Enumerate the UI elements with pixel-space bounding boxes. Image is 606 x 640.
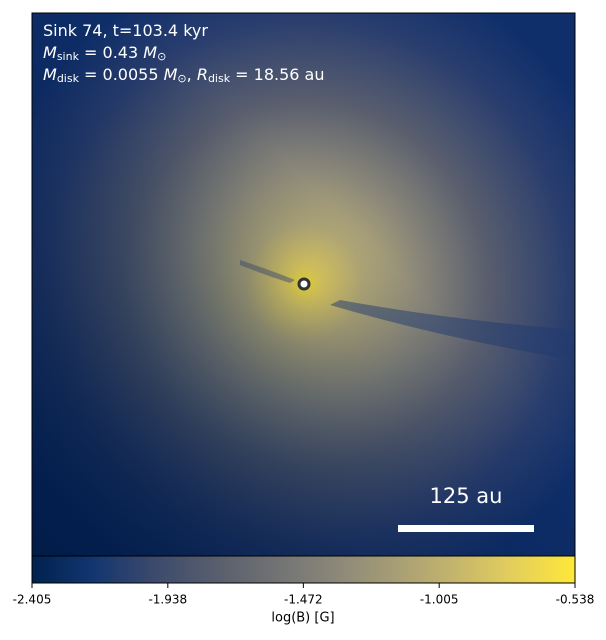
annotation-part: M — [164, 65, 178, 84]
annotation-part: M — [43, 65, 57, 84]
annotation-part: disk — [57, 72, 80, 85]
colorbar-tick-label: -1.005 — [420, 593, 459, 607]
colorbar-tick-label: -2.405 — [13, 593, 52, 607]
scale-bar-label: 125 au — [430, 484, 503, 508]
annotation-part: M — [143, 43, 157, 62]
colorbar — [31, 555, 576, 584]
map — [32, 13, 575, 556]
annotation-part: M — [43, 43, 57, 62]
sink-marker — [297, 277, 311, 291]
annotation-line: Msink = 0.43 M⊙ — [43, 43, 166, 64]
colorbar-tick-label: -1.938 — [148, 593, 187, 607]
annotation-line: Mdisk = 0.0055 M⊙, Rdisk = 18.56 au — [43, 65, 325, 86]
annotation-part: R — [197, 65, 208, 84]
annotation-part: = 0.43 — [79, 43, 143, 62]
annotation-part: , — [187, 65, 197, 84]
annotation-part: sink — [57, 50, 80, 63]
colorbar-label: log(B) [G] — [271, 611, 334, 626]
annotation-part: disk — [208, 72, 231, 85]
colorbar-tick-label: -1.472 — [284, 593, 323, 607]
annotation-part: ⊙ — [177, 72, 186, 85]
annotation-line: Sink 74, t=103.4 kyr — [43, 21, 208, 40]
colorbar-ticks: -2.405 -1.938 -1.472 -1.005 -0.538 — [13, 583, 595, 607]
annotation-part: Sink 74, t=103.4 kyr — [43, 21, 208, 40]
annotation-part: = 0.0055 — [79, 65, 164, 84]
scale-bar — [398, 525, 534, 532]
colorbar-tick-label: -0.538 — [556, 593, 595, 607]
annotation-part: = 18.56 au — [230, 65, 324, 84]
annotation-part: ⊙ — [157, 50, 166, 63]
